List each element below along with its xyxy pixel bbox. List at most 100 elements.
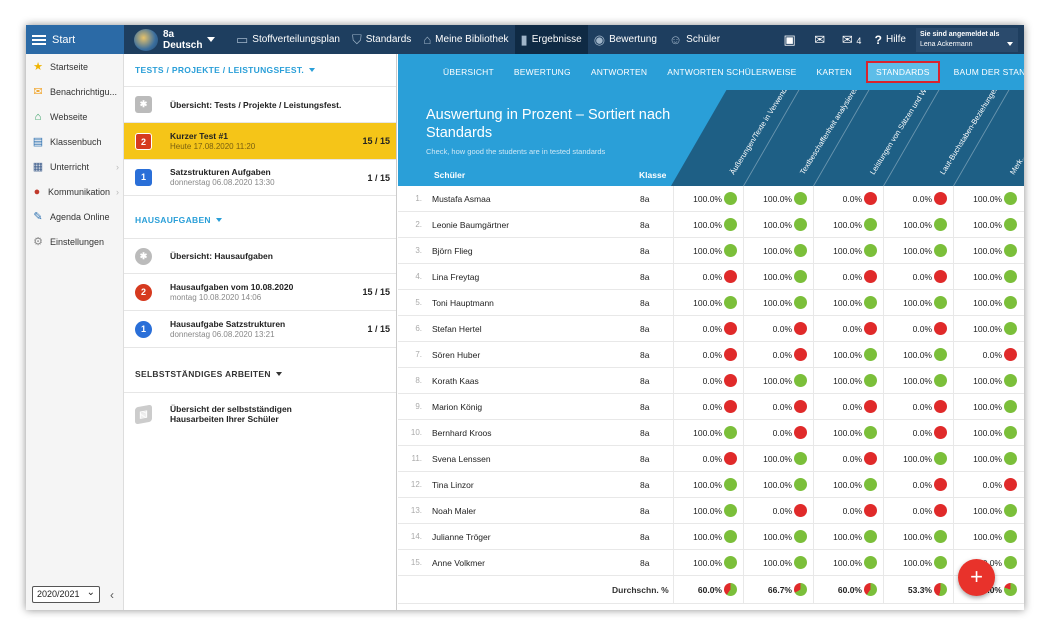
- notebook-icon: ▤: [135, 404, 152, 424]
- tab-bewertung[interactable]: BEWERTUNG: [513, 67, 571, 77]
- score-cell: 0.0%: [883, 471, 953, 498]
- success-dot-icon: [724, 218, 737, 231]
- table-row[interactable]: 2. Leonie Baumgärtner 8a 100.0% 100.0% 100.…: [398, 211, 1024, 238]
- year-select[interactable]: 2020/2021: [32, 585, 100, 603]
- test-item[interactable]: 2 Kurzer Test #1 Heute 17.08.2020 11:20 1…: [124, 123, 396, 160]
- success-dot-icon: [934, 348, 947, 361]
- table-row[interactable]: 12. Tina Linzor 8a 100.0% 100.0% 100.0% 0.0%…: [398, 471, 1024, 498]
- sidebar-item-webseite[interactable]: ⌂ Webseite: [26, 104, 123, 129]
- standard-column-header[interactable]: Laut-Buchstaben-Beziehungen kennen und: [937, 90, 1023, 176]
- chat-icon[interactable]: ✉: [814, 31, 826, 47]
- sidebar-item-kommunikation[interactable]: ● Kommunikation ›: [33, 185, 119, 198]
- student-class: 8a: [640, 531, 650, 542]
- table-row[interactable]: 8. Korath Kaas 8a 0.0% 100.0% 100.0% 100.0% 1…: [398, 367, 1024, 394]
- standard-column-header[interactable]: Textbeschaffenheit analysieren und refle…: [797, 90, 889, 176]
- table-row[interactable]: 3. Björn Flieg 8a 100.0% 100.0% 100.0% 100.0…: [398, 237, 1024, 264]
- student-name: Toni Hauptmann: [432, 297, 494, 308]
- tab-uebersicht[interactable]: ÜBERSICHT: [443, 67, 494, 77]
- selfwork-overview-item[interactable]: ▤ Übersicht der selbstständigen Hausarbei…: [124, 393, 396, 435]
- student-name: Stefan Hertel: [432, 323, 482, 334]
- nav-meine-bibliothek[interactable]: ⌂ Meine Bibliothek: [423, 32, 509, 47]
- score-cell: 100.0%: [673, 523, 743, 550]
- score-cell: 100.0%: [953, 367, 1023, 394]
- score-cell: 100.0%: [953, 497, 1023, 524]
- score-value: 100.0%: [763, 193, 792, 204]
- nav-standards[interactable]: ⛉ Standards: [351, 31, 412, 47]
- sidebar-item-startseite[interactable]: ★ Startseite: [33, 60, 89, 73]
- table-row[interactable]: 1. Mustafa Asmaa 8a 100.0% 100.0% 0.0% 0.0% 1…: [398, 185, 1024, 212]
- score-cell: 100.0%: [883, 341, 953, 368]
- table-row[interactable]: 13. Noah Maler 8a 100.0% 0.0% 0.0% 0.0% 100.0…: [398, 497, 1024, 524]
- tab-baum-der-standards[interactable]: BAUM DER STANDARDS: [953, 67, 1024, 77]
- star-icon: ★: [33, 60, 43, 73]
- class-selector[interactable]: 8a Deutsch: [134, 28, 220, 51]
- user-menu[interactable]: Sie sind angemeldet als Lena Ackermann: [916, 27, 1018, 52]
- sidebar-item-agenda-online[interactable]: ✎ Agenda Online: [33, 210, 110, 223]
- student-class: 8a: [640, 453, 650, 464]
- tests-overview-item[interactable]: ✱ Übersicht: Tests / Projekte / Leistung…: [124, 87, 396, 123]
- table-row[interactable]: 7. Sören Huber 8a 0.0% 0.0% 100.0% 100.0% 0.0…: [398, 341, 1024, 368]
- nav-bewertung[interactable]: ◉ Bewertung: [593, 31, 657, 47]
- table-row[interactable]: 15. Anne Volkmer 8a 100.0% 100.0% 100.0% 100…: [398, 549, 1024, 576]
- help-button[interactable]: ? Hilfe: [874, 32, 906, 47]
- sidebar-item-klassenbuch[interactable]: ▤ Klassenbuch: [32, 135, 102, 148]
- score-value: 0.0%: [772, 427, 792, 438]
- homework-item[interactable]: 1 Hausaufgabe Satzstrukturen donnerstag 0…: [124, 311, 396, 348]
- tab-antworten[interactable]: ANTWORTEN: [590, 67, 648, 77]
- score-cell: 100.0%: [673, 419, 743, 446]
- add-button[interactable]: +: [958, 559, 995, 596]
- table-row[interactable]: 6. Stefan Hertel 8a 0.0% 0.0% 0.0% 0.0% 100.0…: [398, 315, 1024, 342]
- homework-date: montag 10.08.2020 14:06: [170, 292, 262, 302]
- homework-section-heading[interactable]: HAUSAUFGABEN: [124, 201, 396, 239]
- sidebar-item-benachrichtigungen[interactable]: ✉ Benachrichtigu...: [33, 85, 118, 98]
- standard-column-header[interactable]: Äußerungen/Texte in Verwendungszusammenh…: [727, 90, 830, 176]
- success-dot-icon: [794, 218, 807, 231]
- homework-overview-item[interactable]: ✱ Übersicht: Hausaufgaben: [124, 239, 396, 274]
- student-class: 8a: [640, 271, 650, 282]
- score-value: 100.0%: [903, 375, 932, 386]
- gear-icon: ✱: [135, 96, 152, 113]
- table-row[interactable]: 4. Lina Freytag 8a 0.0% 100.0% 0.0% 0.0% 100.…: [398, 263, 1024, 290]
- homework-item[interactable]: 2 Hausaufgaben vom 10.08.2020 montag 10.0…: [124, 274, 396, 311]
- tab-standards[interactable]: STANDARDS: [866, 61, 940, 83]
- score-cell: 0.0%: [883, 393, 953, 420]
- results-main: ÜBERSICHT BEWERTUNG ANTWORTEN ANTWORTEN …: [398, 54, 1024, 610]
- standard-column-header[interactable]: Merk...: [1007, 151, 1024, 176]
- table-row[interactable]: 9. Marion König 8a 0.0% 0.0% 0.0% 0.0% 100.0%: [398, 393, 1024, 420]
- score-cell: 0.0%: [743, 497, 813, 524]
- score-cell: 0.0%: [673, 445, 743, 472]
- mail-icon: ✉: [33, 85, 43, 98]
- screen-icon[interactable]: ▣: [783, 31, 796, 47]
- score-value: 100.0%: [903, 245, 932, 256]
- sidebar-item-einstellungen[interactable]: ⚙ Einstellungen: [33, 235, 105, 248]
- success-dot-icon: [864, 218, 877, 231]
- table-row[interactable]: 10. Bernhard Kroos 8a 100.0% 0.0% 100.0% 0.0…: [398, 419, 1024, 446]
- table-row[interactable]: 5. Toni Hauptmann 8a 100.0% 100.0% 100.0% 10…: [398, 289, 1024, 316]
- collapse-sidebar-icon[interactable]: ‹: [110, 588, 114, 602]
- test-item[interactable]: 1 Satzstrukturen Aufgaben donnerstag 06.0…: [124, 160, 396, 196]
- submission-count: 15 / 15: [362, 287, 390, 297]
- sidebar-item-unterricht[interactable]: ▦ Unterricht ›: [32, 160, 119, 173]
- nav-ergebnisse[interactable]: ▮ Ergebnisse: [514, 25, 588, 54]
- fail-dot-icon: [794, 322, 807, 335]
- tab-karten[interactable]: KARTEN: [816, 67, 853, 77]
- average-cell: 66.7%: [743, 575, 813, 604]
- table-row[interactable]: 11. Svena Lenssen 8a 0.0% 100.0% 0.0% 100.0%…: [398, 445, 1024, 472]
- tests-section-heading[interactable]: TESTS / PROJEKTE / LEISTUNGSFEST.: [124, 54, 396, 87]
- standard-column-header[interactable]: Leistungen von Sätzen und Wortarten kenn…: [867, 90, 970, 176]
- score-cell: 0.0%: [883, 419, 953, 446]
- table-row[interactable]: 14. Julianne Tröger 8a 100.0% 100.0% 100.0%…: [398, 523, 1024, 550]
- nav-schueler[interactable]: ☺ Schüler: [668, 32, 721, 47]
- start-button[interactable]: Start: [26, 25, 124, 54]
- score-value: 100.0%: [693, 531, 722, 542]
- score-value: 100.0%: [833, 375, 862, 386]
- chevron-down-icon: [1007, 41, 1013, 46]
- mail-icon[interactable]: ✉ 4: [841, 31, 862, 47]
- success-dot-icon: [1004, 400, 1017, 413]
- chevron-right-icon: ›: [116, 186, 119, 197]
- tab-antworten-schuelerweise[interactable]: ANTWORTEN SCHÜLERWEISE: [667, 67, 797, 77]
- selfwork-section-heading[interactable]: SELBSTSTÄNDIGES ARBEITEN: [124, 355, 396, 393]
- submission-count: 1 / 15: [367, 324, 390, 334]
- score-value: 100.0%: [903, 531, 932, 542]
- nav-stoffverteilungsplan[interactable]: ▭ Stoffverteilungsplan: [236, 31, 340, 47]
